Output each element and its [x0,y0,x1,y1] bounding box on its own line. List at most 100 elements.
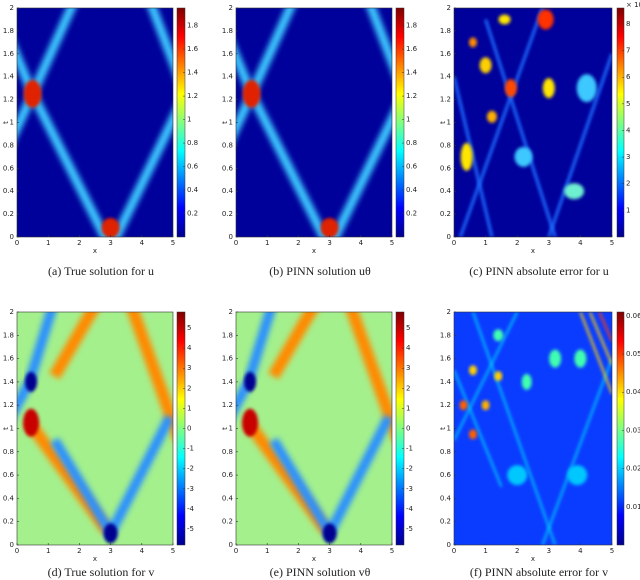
field-band [17,91,37,139]
field-band [598,312,612,342]
colorbar-tick-label: 0.05 [626,350,640,358]
colorbar-tick-label: 3 [406,364,410,372]
colorbar-tick-label: 2 [187,384,191,392]
x-tick-label: 3 [108,547,112,555]
y-tick-label: 0 [229,233,233,241]
x-tick-label: 5 [171,239,175,247]
field-blob [514,146,533,167]
colorbar-tick-label: 0.6 [187,163,199,171]
colorbar-tick-label: 1 [187,404,191,412]
y-tick-label: 0.4 [440,187,452,195]
colorbar-tick-label: -3 [406,485,413,493]
x-axis-label: x [531,247,535,255]
panel: 0 1 2 3 4 5 0 0.2 0.4 0.6 0.8 1 1.2 1.4 1.6 1.8 2 x t 0.01 0… [439,308,640,579]
y-tick-label: 1.4 [3,73,15,81]
y-tick-label: 1.8 [440,27,451,35]
field-blob [493,329,504,342]
y-tick-label: 0 [10,541,14,549]
field-blob [542,78,555,99]
y-tick-label: 0.8 [222,141,233,149]
y-tick-label: 1.8 [222,331,233,339]
panel: 0 1 2 3 4 5 0 0.2 0.4 0.6 0.8 1 1.2 1.4 1.6 1.8 2 x t -5 -4 -… [221,308,414,579]
x-tick-label: 5 [171,547,175,555]
colorbar-tick-label: 4 [626,126,631,134]
x-axis-label: x [531,555,535,563]
field-background [454,8,612,237]
y-tick-label: 2 [447,308,451,316]
x-tick-label: 0 [15,239,19,247]
y-tick-label: 1.6 [222,355,234,363]
y-axis-label: t [439,427,447,430]
colorbar-tick-label: -2 [406,465,413,473]
y-tick-label: 2 [10,308,14,316]
y-tick-label: 0.6 [440,164,452,172]
field-band [547,53,612,237]
colorbar-tick-label: 5 [187,324,191,332]
y-tick-label: 0.8 [3,141,14,149]
y-tick-label: 0 [447,233,451,241]
colorbar-tick-label: -1 [187,445,194,453]
colorbar-tick-label: 1.8 [406,22,417,30]
field-blob [468,429,477,440]
x-tick-label: 2 [296,239,300,247]
field-blob [103,523,118,544]
y-tick-label: 1.4 [440,73,452,81]
field-blob [244,371,257,392]
y-tick-label: 0.6 [3,471,15,479]
y-tick-label: 0.2 [440,518,451,526]
colorbar-tick-label: 3 [626,153,630,161]
x-tick-label: 1 [483,239,487,247]
colorbar-tick-label: 1 [406,116,410,124]
y-tick-label: 0.4 [440,494,452,502]
colorbar-tick-label: 0.01 [626,503,640,511]
y-axis-label: t [2,427,10,430]
field-blob [574,349,587,368]
panel: 0 1 2 3 4 500.20.40.60.811.21.41.61.82xt12345… [439,1,640,278]
x-tick-label: 4 [359,547,364,555]
colorbar-tick-label: 0.2 [187,210,198,218]
x-tick-label: 3 [108,239,112,247]
y-tick-label: 1.4 [222,73,234,81]
y-axis-label: t [221,427,229,430]
y-tick-label: 0.6 [440,471,452,479]
y-tick-label: 0.6 [222,164,234,172]
colorbar-tick-label: 0.8 [406,139,417,147]
colorbar-tick-label: 0.2 [406,210,417,218]
colorbar-tick-label: 1.6 [187,45,199,53]
y-tick-label: 0.4 [222,494,234,502]
x-tick-label: 2 [77,547,81,555]
field-band [330,8,392,237]
colorbar [395,7,405,238]
y-tick-label: 1.6 [440,50,452,58]
colorbar-tick-label: 4 [187,344,192,352]
field-blob [242,408,259,437]
field-band [454,312,519,441]
field-blob [537,9,554,30]
y-tick-label: 1 [447,119,451,127]
field-blob [486,110,497,123]
colorbar-tick-label: 0.02 [626,465,640,473]
colorbar-tick-label: 1 [626,206,630,214]
field-blob [479,57,492,74]
field-blob [468,365,477,376]
field-band [17,45,37,96]
heatmap-field [454,8,612,237]
x-tick-label: 2 [515,239,519,247]
y-axis-label: t [221,121,229,124]
y-tick-label: 1.8 [3,27,14,35]
colorbar-tick-label: 5 [626,100,630,108]
colorbar-offset: × 10⁻³ [626,1,640,9]
y-tick-label: 1.2 [3,401,14,409]
colorbar-tick-label: 0.03 [626,426,640,434]
field-band [472,312,557,545]
field-blob [242,79,261,108]
y-tick-label: 0 [10,233,14,241]
x-axis-label: x [312,555,316,563]
field-blob [507,465,528,486]
caption: (b) PINN solution uθ [269,264,371,278]
x-tick-label: 5 [610,547,614,555]
field-blob [504,79,517,98]
y-tick-label: 1.2 [440,401,451,409]
x-tick-label: 2 [515,547,519,555]
field-band [454,369,503,488]
